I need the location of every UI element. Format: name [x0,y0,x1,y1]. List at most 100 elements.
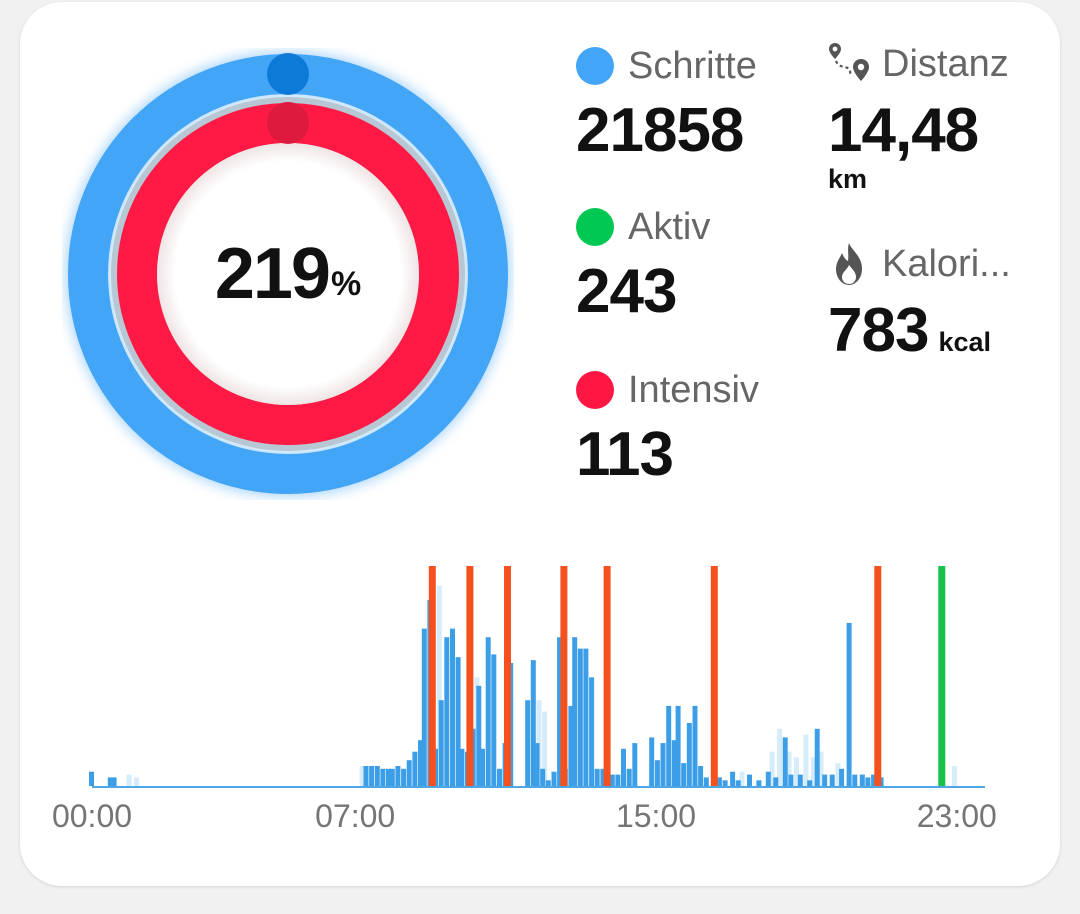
chart-marker [560,566,568,786]
chart-bar-strong [363,766,369,786]
intense-value: 113 [576,420,674,489]
chart-bar-strong [756,780,762,786]
chart-bar-strong [600,768,606,786]
chart-bar-strong [730,771,736,786]
stat-steps[interactable]: Schritte 21858 [576,42,757,166]
calories-label: Kalori... [882,242,1011,285]
stat-calories[interactable]: Kalori... 783 kcal [828,240,1011,366]
chart-bar-strong [406,760,412,786]
chart-bar-strong [534,743,540,786]
intense-label: Intensiv [628,368,759,411]
chart-bar-strong [89,771,94,786]
chart-bar-strong [530,660,536,786]
chart-bar-strong [545,780,551,786]
distance-label: Distanz [882,42,1009,85]
chart-bar-strong [476,685,482,786]
chart-bar-strong [765,771,771,786]
chart-marker [938,566,946,786]
chart-bar-strong [839,768,845,786]
chart-bar-strong [829,774,835,786]
stat-intense[interactable]: Intensiv 113 [576,366,759,490]
chart-bar-faint [803,734,809,786]
stat-distance[interactable]: Distanz 14,48 km [828,40,1009,195]
intense-dot-icon [576,371,614,409]
chart-marker [603,566,611,786]
distance-unit: km [828,164,868,194]
chart-bar-faint [835,763,841,786]
chart-bar-strong [450,628,455,786]
chart-bar-strong [675,705,681,786]
chart-bar-strong [735,780,741,786]
chart-bar-strong [692,705,698,786]
chart-bar-strong [782,737,788,786]
chart-bar-strong [747,774,752,786]
chart-bar-strong [369,766,375,786]
chart-bar-strong [703,777,709,786]
chart-bar-strong [107,777,113,786]
chart-bar-strong [485,637,491,786]
chart-bar-strong [788,774,794,786]
chart-bar-strong [589,677,595,786]
flame-icon [836,243,862,285]
chart-bar-strong [859,774,865,786]
chart-bar-strong [594,768,600,786]
steps-label: Schritte [628,44,757,87]
x-tick-label: 23:00 [916,798,997,834]
chart-bar-faint [359,766,365,786]
chart-bar-strong [491,654,497,786]
chart-marker [428,566,436,786]
chart-bar-faint [786,751,792,786]
chart-bar-strong [773,777,779,786]
chart-bar-faint [818,751,824,786]
calories-unit: kcal [938,327,992,357]
chart-bar-strong [660,743,666,786]
chart-bar-strong [666,705,672,786]
x-tick-label: 15:00 [615,798,697,834]
chart-bar-strong [822,774,828,786]
chart-bar-strong [401,768,407,786]
x-tick-label: 00:00 [51,798,133,834]
chart-bar-strong [681,763,687,786]
chart-bar-strong [111,777,117,786]
steps-dot-icon [576,47,614,85]
chart-bar-strong [525,700,531,786]
chart-bar-faint [126,774,132,786]
chart-bar-strong [583,648,589,786]
chart-bar-strong [626,768,632,786]
chart-bar-strong [609,774,615,786]
chart-bar-strong [698,766,704,786]
chart-bar-strong [852,774,858,786]
chart-bar-strong [632,743,638,786]
chart-bar-faint [134,777,140,786]
chart-bar-strong [846,622,852,786]
chart-bar-faint [436,585,442,786]
chart-bar-strong [459,748,465,786]
chart-bar-strong [389,768,395,786]
chart-bar-faint [739,771,745,786]
chart-bar-strong [621,748,626,786]
chart-bar-strong [615,774,621,786]
chart-bar-strong [865,777,871,786]
chart-bar-strong [412,751,418,786]
activity-rings[interactable]: 219% [62,48,514,500]
chart-bar-strong [386,768,391,786]
route-pin-icon [829,43,869,81]
intense-ring-knob [267,102,309,144]
chart-bar-faint [794,757,799,786]
chart-bar-strong [654,760,660,786]
chart-bar-strong [438,700,444,786]
chart-bar-strong [716,777,722,786]
rings-graphic [65,51,511,497]
chart-bar-faint [777,728,783,786]
percent-sign: % [330,264,362,303]
chart-bar-faint [951,766,957,786]
chart-bar-strong [557,637,563,786]
goal-percent: 219% [62,48,514,500]
stat-active[interactable]: Aktiv 243 [576,203,710,327]
distance-value: 14,48 [828,96,979,165]
chart-bar-strong [722,780,728,786]
chart-bar-strong [686,723,692,786]
chart-bar-strong [444,637,450,786]
chart-marker [504,566,511,786]
